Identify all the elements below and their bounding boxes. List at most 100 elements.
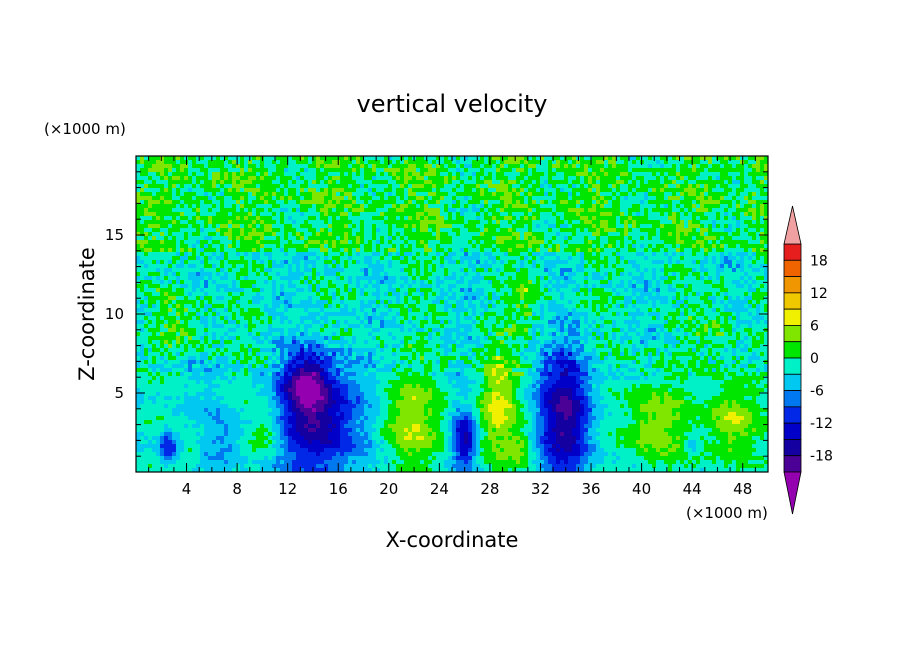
field-cell <box>256 156 261 161</box>
field-cell <box>708 200 713 205</box>
field-cell <box>588 208 593 213</box>
field-cell <box>556 172 561 177</box>
field-cell <box>328 272 333 277</box>
field-cell <box>504 228 509 233</box>
field-cell <box>480 216 485 221</box>
field-cell <box>228 280 233 285</box>
field-cell <box>600 248 605 253</box>
field-cell <box>192 212 197 217</box>
field-cell <box>364 216 369 221</box>
field-cell <box>624 176 629 181</box>
field-cell <box>376 248 381 253</box>
field-cell <box>668 264 673 269</box>
field-cell <box>248 188 253 193</box>
field-cell <box>700 156 705 161</box>
field-cell <box>700 200 705 205</box>
field-cell <box>344 164 349 169</box>
field-cell <box>344 216 349 221</box>
field-cell <box>472 232 477 237</box>
field-cell <box>652 160 657 165</box>
field-cell <box>312 160 317 165</box>
field-cell <box>588 252 593 257</box>
field-cell <box>224 244 229 249</box>
field-cell <box>176 256 181 261</box>
field-cell <box>748 160 753 165</box>
field-cell <box>156 200 161 205</box>
field-cell <box>232 232 237 237</box>
field-cell <box>708 216 713 221</box>
field-cell <box>688 160 693 165</box>
field-cell <box>760 256 765 261</box>
field-cell <box>676 240 681 245</box>
field-cell <box>408 156 413 161</box>
field-cell <box>712 224 717 229</box>
field-cell <box>188 188 193 193</box>
field-cell <box>748 200 753 205</box>
field-cell <box>348 268 353 273</box>
field-cell <box>424 204 429 209</box>
field-cell <box>404 276 409 281</box>
field-cell <box>760 172 765 177</box>
field-cell <box>456 280 461 285</box>
field-cell <box>380 172 385 177</box>
field-cell <box>556 204 561 209</box>
field-cell <box>508 208 513 213</box>
field-cell <box>268 168 273 173</box>
field-cell <box>592 176 597 181</box>
field-cell <box>296 264 301 269</box>
field-cell <box>612 200 617 205</box>
field-cell <box>356 228 361 233</box>
field-cell <box>560 156 565 161</box>
field-cell <box>268 172 273 177</box>
field-cell <box>688 184 693 189</box>
field-cell <box>616 236 621 241</box>
field-cell <box>676 176 681 181</box>
field-cell <box>688 200 693 205</box>
field-cell <box>760 192 765 197</box>
field-cell <box>688 172 693 177</box>
field-cell <box>548 208 553 213</box>
field-cell <box>716 180 721 185</box>
field-cell <box>328 256 333 261</box>
field-cell <box>560 176 565 181</box>
field-cell <box>396 176 401 181</box>
field-cell <box>724 244 729 249</box>
field-cell <box>552 268 557 273</box>
field-cell <box>352 240 357 245</box>
field-cell <box>516 256 521 261</box>
field-cell <box>464 192 469 197</box>
field-cell <box>232 184 237 189</box>
field-cell <box>272 192 277 197</box>
field-cell <box>652 164 657 169</box>
field-cell <box>152 224 157 229</box>
field-cell <box>164 196 169 201</box>
field-cell <box>464 200 469 205</box>
field-cell <box>736 212 741 217</box>
field-cell <box>312 192 317 197</box>
field-cell <box>372 264 377 269</box>
field-cell <box>548 156 553 161</box>
field-cell <box>616 256 621 261</box>
field-cell <box>236 216 241 221</box>
field-cell <box>448 272 453 277</box>
field-cell <box>528 260 533 265</box>
field-cell <box>764 240 768 245</box>
field-cell <box>608 180 613 185</box>
field-cell <box>464 260 469 265</box>
field-cell <box>344 228 349 233</box>
field-cell <box>148 272 153 277</box>
field-cell <box>180 180 185 185</box>
field-cell <box>236 272 241 277</box>
field-cell <box>364 208 369 213</box>
field-cell <box>136 228 141 233</box>
field-cell <box>380 160 385 165</box>
field-cell <box>204 256 209 261</box>
field-cell <box>728 244 733 249</box>
field-cell <box>488 268 493 273</box>
field-cell <box>308 160 313 165</box>
field-cell <box>216 180 221 185</box>
field-cell <box>712 240 717 245</box>
field-cell <box>740 216 745 221</box>
field-cell <box>528 176 533 181</box>
field-cell <box>240 168 245 173</box>
